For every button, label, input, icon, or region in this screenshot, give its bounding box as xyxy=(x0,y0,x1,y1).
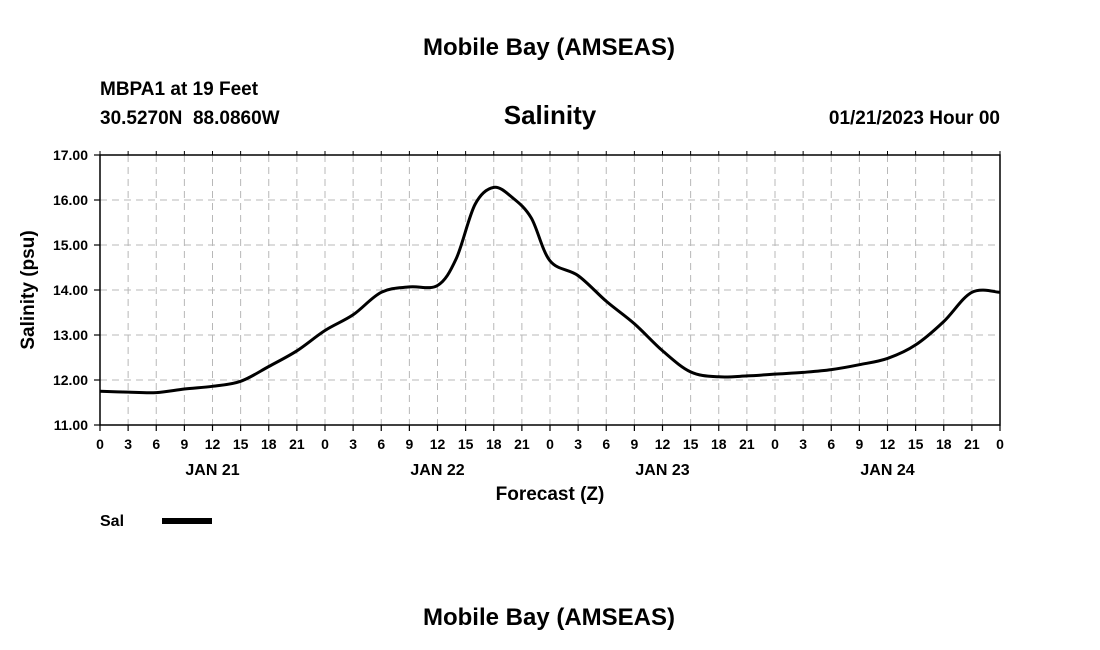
x-tick-label: 12 xyxy=(655,436,671,452)
x-tick-label: 0 xyxy=(546,436,554,452)
x-tick-label: 15 xyxy=(683,436,699,452)
x-tick-label: 9 xyxy=(405,436,413,452)
x-tick-label: 3 xyxy=(349,436,357,452)
x-tick-label: 21 xyxy=(289,436,305,452)
x-tick-label: 15 xyxy=(233,436,249,452)
station-name: MBPA1 at 19 Feet xyxy=(100,79,259,100)
day-label: JAN 24 xyxy=(860,462,914,479)
bottom-title: Mobile Bay (AMSEAS) xyxy=(423,604,675,631)
x-tick-label: 18 xyxy=(261,436,277,452)
y-tick-label: 14.00 xyxy=(53,282,88,298)
y-tick-label: 15.00 xyxy=(53,237,88,253)
x-tick-label: 0 xyxy=(771,436,779,452)
x-tick-label: 12 xyxy=(880,436,896,452)
legend-label-sal: Sal xyxy=(100,513,124,530)
series-layer xyxy=(99,185,1001,395)
station-coordinates: 30.5270N 88.0860W xyxy=(100,108,280,129)
y-axis: 11.00 12.00 13.00 14.00 15.00 16.00 17.00 xyxy=(53,147,100,433)
x-tick-label: 0 xyxy=(321,436,329,452)
x-tick-label: 9 xyxy=(630,436,638,452)
y-tick-label: 16.00 xyxy=(53,192,88,208)
day-label: JAN 21 xyxy=(185,462,239,479)
x-tick-label: 3 xyxy=(124,436,132,452)
x-tick-label: 0 xyxy=(96,436,104,452)
legend: Sal xyxy=(100,513,212,530)
top-title: Mobile Bay (AMSEAS) xyxy=(423,34,675,61)
x-axis: 0 3 6 9 12 15 18 21 0 3 6 9 12 15 18 21 0 3 6 9 12 15 18 21 0 3 6 9… xyxy=(96,151,1004,479)
x-tick-label: 3 xyxy=(574,436,582,452)
x-tick-label: 18 xyxy=(936,436,952,452)
x-tick-label: 12 xyxy=(205,436,221,452)
x-tick-label: 21 xyxy=(964,436,980,452)
y-axis-label: Salinity (psu) xyxy=(18,230,39,349)
x-tick-label: 6 xyxy=(602,436,610,452)
x-tick-label: 18 xyxy=(711,436,727,452)
x-tick-label: 6 xyxy=(152,436,160,452)
x-tick-label: 21 xyxy=(739,436,755,452)
x-tick-label: 9 xyxy=(855,436,863,452)
x-tick-label: 15 xyxy=(458,436,474,452)
chart-title: Salinity xyxy=(504,100,597,130)
series-line-sal xyxy=(99,185,1001,395)
y-tick-label: 17.00 xyxy=(53,147,88,163)
x-tick-label: 0 xyxy=(996,436,1004,452)
x-axis-label: Forecast (Z) xyxy=(496,484,605,505)
plot-frame xyxy=(99,154,1001,426)
x-tick-label: 9 xyxy=(180,436,188,452)
grid xyxy=(100,155,1000,425)
x-tick-label: 15 xyxy=(908,436,924,452)
y-tick-label: 11.00 xyxy=(54,417,88,433)
x-tick-label: 18 xyxy=(486,436,502,452)
x-tick-label: 6 xyxy=(377,436,385,452)
forecast-timestamp: 01/21/2023 Hour 00 xyxy=(829,108,1000,129)
x-tick-label: 6 xyxy=(827,436,835,452)
y-tick-label: 13.00 xyxy=(53,327,88,343)
x-tick-label: 21 xyxy=(514,436,530,452)
x-tick-label: 12 xyxy=(430,436,446,452)
y-tick-label: 12.00 xyxy=(53,372,88,388)
x-tick-label: 3 xyxy=(799,436,807,452)
day-label: JAN 23 xyxy=(635,462,689,479)
day-label: JAN 22 xyxy=(410,462,464,479)
